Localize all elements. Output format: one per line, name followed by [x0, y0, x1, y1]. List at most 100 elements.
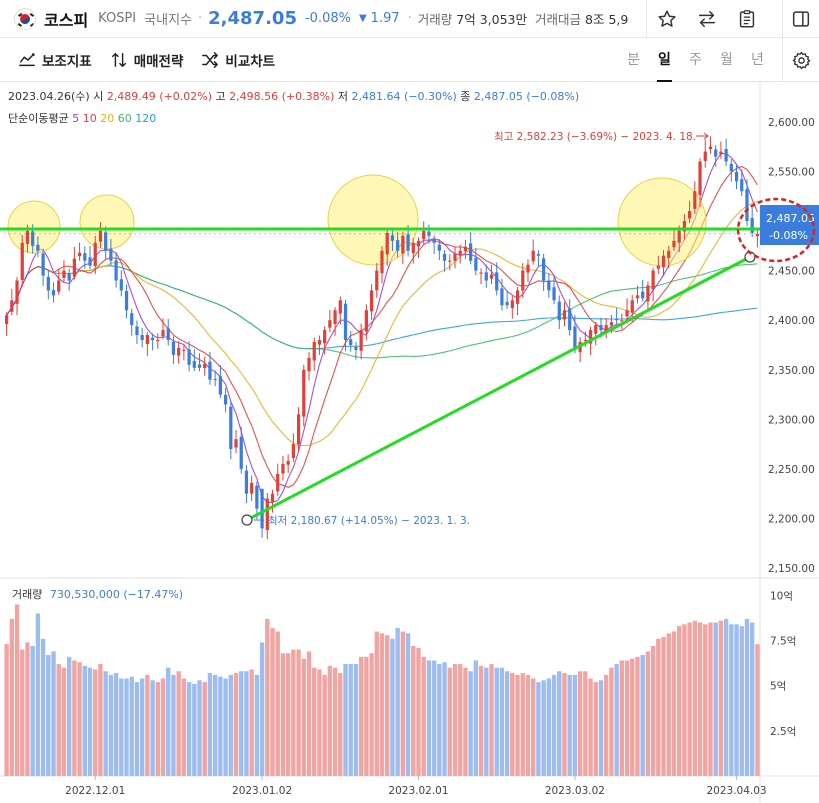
compare-button[interactable]: 비교차트: [201, 50, 275, 70]
candle-body: [177, 347, 181, 356]
volume-bar: [77, 662, 82, 776]
volume-bar: [212, 674, 218, 776]
strategy-button[interactable]: 매매전략: [110, 50, 183, 70]
volume-legend-label: 거래량: [12, 588, 43, 601]
volume-bar: [494, 667, 499, 776]
volume-bar: [296, 649, 301, 776]
candle-body: [161, 330, 165, 337]
volume-bar: [301, 658, 306, 776]
volume-bar: [103, 671, 108, 776]
candle-body: [390, 235, 395, 241]
candle-body: [187, 349, 191, 365]
volume-bar: [749, 622, 755, 776]
candle-body: [562, 310, 567, 320]
favorite-button[interactable]: [647, 0, 687, 38]
indicator-icon: [19, 52, 35, 66]
korea-flag-icon: [14, 7, 36, 30]
volume-bar: [619, 660, 625, 776]
period-tab-year[interactable]: 년: [751, 52, 764, 68]
period-tab-week[interactable]: 주: [689, 52, 702, 68]
candle-body: [265, 498, 269, 530]
high-label: 고: [215, 90, 226, 103]
candle-body: [510, 300, 514, 309]
candle-body: [124, 291, 129, 311]
candle-body: [521, 270, 525, 291]
candle-body: [338, 300, 342, 314]
volume-bar: [353, 664, 359, 776]
candle-body: [380, 250, 384, 274]
ma-20: 20: [100, 112, 115, 125]
volume-bar: [708, 622, 713, 776]
volume-bar: [218, 676, 223, 776]
candle-body: [703, 151, 707, 161]
volume-bar: [259, 642, 265, 776]
period-tab-day[interactable]: 일: [649, 38, 680, 82]
volume-bar: [630, 658, 635, 776]
candle-body: [98, 230, 103, 242]
candle-body: [651, 270, 655, 290]
candle-body: [41, 253, 45, 276]
candle-body: [536, 254, 541, 256]
panel-icon: [792, 11, 810, 27]
period-tab-month[interactable]: 월: [720, 52, 733, 68]
candle-body: [67, 273, 71, 281]
volume-bar: [473, 660, 479, 776]
candle-body: [250, 482, 254, 494]
change-value: 1.97: [370, 11, 400, 26]
candle-body: [635, 295, 640, 299]
candle-body: [646, 285, 650, 302]
candle-body: [693, 191, 697, 209]
volume-bar: [181, 678, 187, 776]
indicator-button[interactable]: 보조지표: [18, 50, 92, 70]
chart-toolbar: 보조지표 매매전략 비교차트 분 일 주 월 년: [0, 38, 819, 82]
volume-bar: [577, 671, 583, 776]
period-tabs: 분 일 주 월 년: [618, 38, 773, 82]
volume-bar: [405, 633, 411, 776]
candle-body: [755, 233, 760, 237]
volume-bar: [723, 618, 729, 776]
compare-label: 비교차트: [225, 53, 276, 70]
settings-button[interactable]: [782, 38, 819, 82]
volume-bar: [270, 627, 275, 776]
candle-body: [432, 239, 436, 243]
candle-body: [286, 460, 290, 465]
candle-body: [36, 244, 40, 251]
volume-bar: [697, 622, 703, 776]
candle-body: [745, 189, 749, 221]
volume-bar: [56, 664, 61, 776]
volume-bar: [536, 682, 541, 776]
candle-body: [599, 325, 603, 331]
current-price-tag-value: 2,487.05: [766, 212, 815, 225]
volume-bar: [739, 626, 744, 776]
candle-body: [588, 330, 593, 344]
change-percent: -0.08%: [304, 11, 351, 26]
volume-bar: [604, 674, 609, 776]
volume-bar: [291, 649, 296, 776]
memo-button[interactable]: [727, 0, 767, 38]
candle-body: [724, 149, 728, 162]
ticker-summary: 코스피 KOSPI 국내지수 · 2,487.05 -0.08% ▼ 1.97 …: [0, 7, 645, 31]
panel-toggle-button[interactable]: [782, 0, 819, 38]
y-tick-label: 2,150.00: [768, 563, 815, 575]
close-value: 2,487.05: [473, 90, 523, 103]
candle-body: [385, 232, 389, 255]
candlestick-chart[interactable]: 2,600.002,550.002,500.002,450.002,400.00…: [0, 82, 819, 803]
volume-bar: [609, 667, 614, 776]
candle-body: [302, 369, 306, 417]
volume-bar: [207, 673, 213, 776]
period-tab-minute[interactable]: 분: [627, 52, 640, 68]
x-tick-label: 2023.03.02: [545, 785, 605, 797]
open-pct: (+0.02%): [159, 90, 213, 103]
volume-bar: [30, 645, 35, 776]
volume-bar: [98, 664, 103, 776]
candle-body: [698, 161, 702, 196]
swap-button[interactable]: [687, 0, 727, 38]
volume-bar: [343, 664, 348, 776]
candle-body: [682, 221, 687, 232]
high-annotation-arrow: [696, 132, 709, 140]
low-value: 2,481.64: [351, 90, 401, 103]
low-annotation: 최저 2,180.67 (+14.05%) − 2023. 1. 3.: [268, 515, 470, 527]
volume-bar: [687, 622, 692, 776]
candle-body: [208, 361, 212, 380]
volume-bar: [14, 604, 20, 776]
